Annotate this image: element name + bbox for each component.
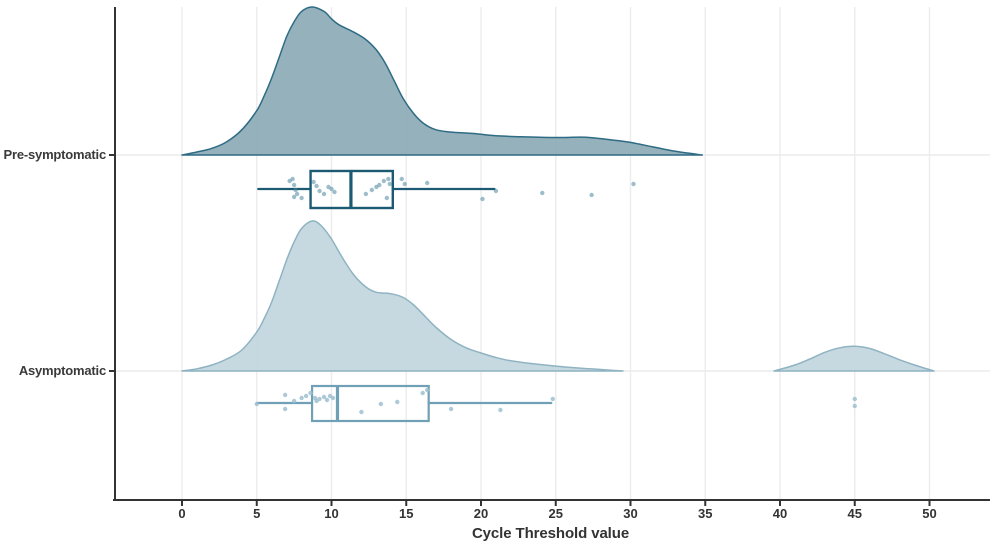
x-tick-label: 0 (178, 506, 185, 521)
data-point (282, 406, 288, 412)
data-point (293, 187, 298, 193)
data-point (329, 186, 334, 192)
density-curve (773, 345, 935, 372)
data-point (424, 387, 430, 393)
data-point (387, 181, 393, 187)
data-point (631, 181, 636, 187)
data-point (308, 390, 313, 396)
data-point (480, 196, 485, 202)
boxplot-box (310, 384, 430, 423)
data-point (852, 403, 857, 409)
data-point (852, 396, 857, 402)
data-point (321, 394, 327, 400)
data-point (299, 395, 304, 401)
data-point (290, 176, 295, 182)
y-axis-label-asymptomatic: Asymptomatic (18, 363, 106, 378)
x-tick-label: 10 (324, 506, 338, 521)
x-tick-label: 45 (848, 506, 862, 521)
data-point (377, 182, 382, 188)
data-point (282, 392, 288, 398)
data-point (363, 191, 369, 197)
data-point (424, 180, 430, 186)
x-tick-label: 30 (623, 506, 637, 521)
x-axis-title: Cycle Threshold value (471, 525, 630, 542)
x-tick-label: 50 (922, 506, 936, 521)
data-point (330, 395, 336, 401)
data-point (321, 191, 327, 197)
data-point (359, 409, 364, 415)
data-point (332, 189, 337, 195)
data-point (540, 190, 545, 196)
density-curve (181, 6, 704, 156)
x-tick-label: 40 (773, 506, 787, 521)
data-point (378, 401, 384, 407)
data-point (386, 176, 391, 182)
data-point (299, 195, 304, 201)
data-point (317, 188, 322, 194)
data-point (589, 192, 594, 198)
x-tick-label: 25 (549, 506, 563, 521)
x-tick-label: 5 (253, 506, 260, 521)
data-point (402, 181, 407, 187)
data-point (291, 182, 297, 188)
data-point (303, 393, 309, 399)
data-point (314, 183, 319, 189)
data-point (550, 396, 555, 402)
data-point (493, 188, 499, 194)
data-point (395, 399, 400, 405)
data-point (420, 390, 425, 396)
data-point (294, 191, 300, 197)
data-point (399, 176, 404, 182)
data-point (498, 407, 503, 413)
density-curve (181, 220, 624, 372)
data-point (291, 194, 297, 200)
data-point (324, 397, 330, 403)
data-point (369, 187, 375, 193)
data-point (384, 195, 390, 201)
data-point (291, 398, 297, 404)
data-point (254, 401, 259, 407)
data-point (317, 396, 322, 402)
x-tick-label: 35 (698, 506, 712, 521)
data-point (311, 179, 316, 185)
data-point (448, 406, 454, 412)
data-point (381, 178, 387, 184)
x-tick-label: 15 (399, 506, 413, 521)
y-axis-label-pre-symptomatic: Pre-symptomatic (3, 147, 107, 162)
x-tick-label: 20 (474, 506, 488, 521)
